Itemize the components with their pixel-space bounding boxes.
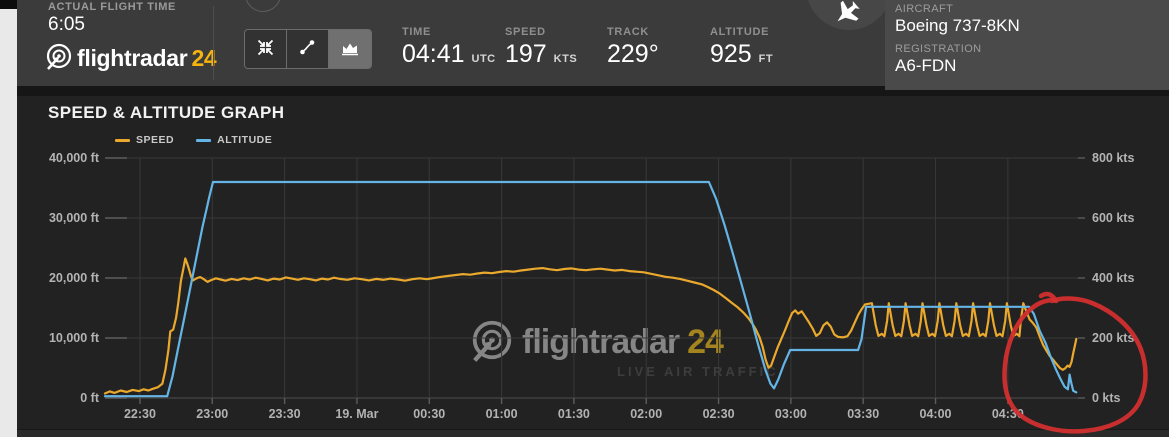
altitude-label: ALTITUDE: [710, 26, 770, 38]
graph-button[interactable]: [329, 30, 371, 68]
stat-track: TRACK 229°: [607, 26, 659, 69]
flightradar24-logo[interactable]: flightradar 24: [45, 42, 217, 75]
collapse-icon: [257, 39, 274, 59]
speed-legend-swatch: [115, 138, 130, 142]
speed-value: 197: [505, 40, 547, 68]
stat-speed: SPEED 197 KTS: [505, 26, 577, 69]
speed-unit: KTS: [553, 53, 578, 65]
airplane-icon: [837, 0, 860, 22]
aircraft-heading-indicator: [806, 0, 892, 30]
aircraft-info-panel: AIRCRAFT Boeing 737-8KN REGISTRATION A6-…: [885, 0, 1169, 90]
area-chart-icon: [341, 40, 359, 59]
altitude-value: 925: [710, 40, 752, 68]
card-bottom-edge: [17, 429, 1169, 437]
altitude-legend-swatch: [196, 138, 212, 142]
actual-flight-time: ACTUAL FLIGHT TIME 6:05: [48, 1, 176, 36]
aircraft-type: Boeing 737-8KN: [895, 16, 1020, 35]
collapse-button[interactable]: [245, 30, 287, 68]
route-button[interactable]: [287, 30, 329, 68]
time-label: TIME: [402, 26, 432, 38]
altitude-legend-label: ALTITUDE: [217, 134, 273, 146]
legend-item-altitude: ALTITUDE: [196, 134, 272, 146]
aircraft-label: AIRCRAFT: [895, 3, 954, 15]
speed-legend-label: SPEED: [136, 134, 175, 146]
track-value: 229°: [607, 40, 659, 68]
stat-time: TIME 04:41 UTC: [402, 26, 496, 69]
actual-flight-time-value: 6:05: [48, 14, 85, 35]
time-value: 04:41: [402, 40, 465, 68]
chart-plot-area[interactable]: [105, 158, 1085, 398]
altitude-unit: FT: [758, 53, 774, 65]
registration-label: REGISTRATION: [895, 43, 982, 55]
header-divider: [213, 6, 214, 80]
actual-flight-time-label: ACTUAL FLIGHT TIME: [48, 1, 176, 13]
flightradar24-logo-icon: [45, 42, 73, 75]
route-icon: [299, 39, 316, 59]
graph-legend: SPEED ALTITUDE: [115, 134, 272, 146]
time-unit: UTC: [471, 53, 496, 65]
logo-accent: 24: [191, 45, 217, 71]
registration-value: A6-FDN: [895, 56, 957, 75]
graph-title: SPEED & ALTITUDE GRAPH: [48, 103, 285, 122]
page-left-margin-top: [0, 0, 17, 9]
logo-text: flightradar: [77, 45, 188, 71]
flight-info-header: ACTUAL FLIGHT TIME 6:05 flightradar 24: [17, 0, 1169, 90]
page-left-margin: [0, 9, 17, 437]
speed-label: SPEED: [505, 26, 546, 38]
legend-item-speed: SPEED: [115, 134, 174, 146]
track-label: TRACK: [607, 26, 649, 38]
stat-altitude: ALTITUDE 925 FT: [710, 26, 773, 69]
cropped-circle-arc: [245, 0, 281, 12]
view-toolbar: [244, 29, 372, 69]
